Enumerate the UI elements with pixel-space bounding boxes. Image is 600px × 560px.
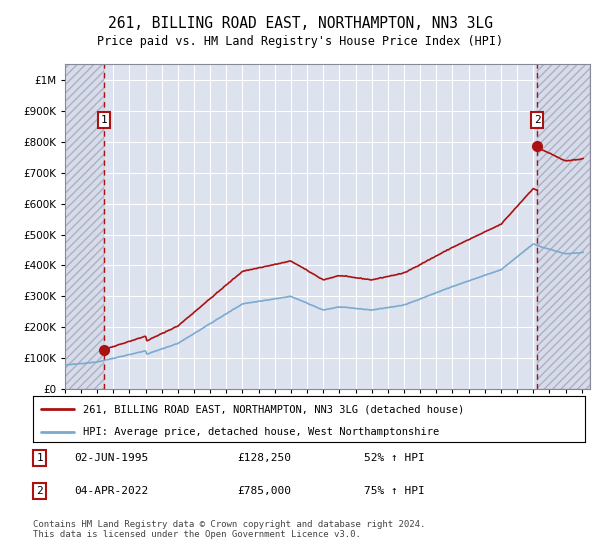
Text: Price paid vs. HM Land Registry's House Price Index (HPI): Price paid vs. HM Land Registry's House …	[97, 35, 503, 48]
Text: 261, BILLING ROAD EAST, NORTHAMPTON, NN3 3LG (detached house): 261, BILLING ROAD EAST, NORTHAMPTON, NN3…	[83, 404, 464, 414]
Text: 1: 1	[101, 115, 107, 125]
Text: 04-APR-2022: 04-APR-2022	[74, 486, 149, 496]
Text: 2: 2	[534, 115, 541, 125]
Text: 2: 2	[36, 486, 43, 496]
Text: Contains HM Land Registry data © Crown copyright and database right 2024.
This d: Contains HM Land Registry data © Crown c…	[33, 520, 425, 539]
Text: 1: 1	[36, 453, 43, 463]
Text: 52% ↑ HPI: 52% ↑ HPI	[364, 453, 425, 463]
Text: £785,000: £785,000	[237, 486, 291, 496]
Text: HPI: Average price, detached house, West Northamptonshire: HPI: Average price, detached house, West…	[83, 427, 439, 437]
Text: 75% ↑ HPI: 75% ↑ HPI	[364, 486, 425, 496]
Text: 02-JUN-1995: 02-JUN-1995	[74, 453, 149, 463]
Text: £128,250: £128,250	[237, 453, 291, 463]
Text: 261, BILLING ROAD EAST, NORTHAMPTON, NN3 3LG: 261, BILLING ROAD EAST, NORTHAMPTON, NN3…	[107, 16, 493, 31]
